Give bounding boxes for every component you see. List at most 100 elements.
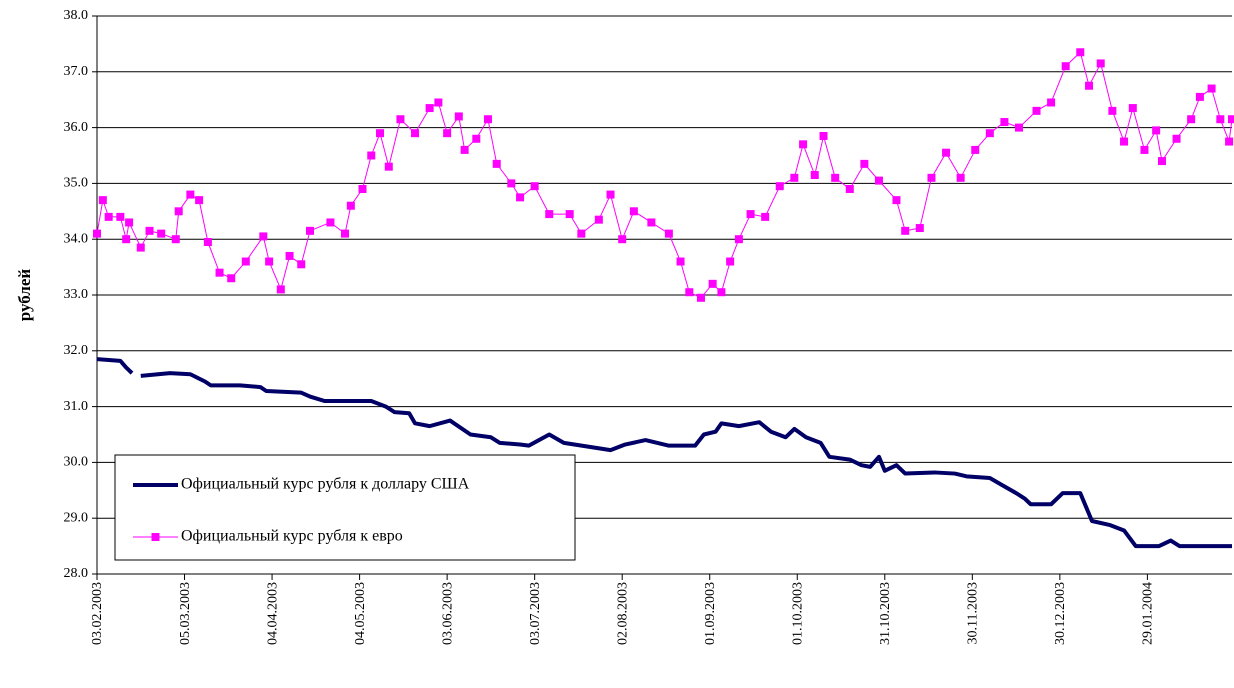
data-point xyxy=(396,115,405,124)
y-tick-label: 35.0 xyxy=(64,176,89,191)
data-point xyxy=(1225,137,1234,146)
y-tick-label: 31.0 xyxy=(64,399,89,414)
data-point xyxy=(483,115,492,124)
data-point xyxy=(985,129,994,138)
data-point xyxy=(594,215,603,224)
data-point xyxy=(136,243,145,252)
data-point xyxy=(116,212,125,221)
data-point xyxy=(174,207,183,216)
y-tick-label: 29.0 xyxy=(64,510,89,525)
data-point xyxy=(1187,115,1196,124)
data-point xyxy=(346,201,355,210)
data-point xyxy=(285,251,294,260)
data-point xyxy=(507,179,516,188)
data-point xyxy=(98,196,107,205)
data-point xyxy=(790,173,799,182)
x-tick-label: 01.09.2003 xyxy=(703,582,718,645)
data-point xyxy=(845,184,854,193)
x-tick-label: 02.08.2003 xyxy=(615,582,630,645)
data-point xyxy=(411,129,420,138)
data-point xyxy=(1047,98,1056,107)
data-point xyxy=(726,257,735,266)
data-point xyxy=(831,173,840,182)
data-point xyxy=(215,268,224,277)
data-point xyxy=(460,145,469,154)
data-point xyxy=(265,257,274,266)
data-point xyxy=(376,129,385,138)
data-point xyxy=(874,176,883,185)
data-point xyxy=(819,131,828,140)
data-point xyxy=(892,196,901,205)
data-point xyxy=(425,104,434,113)
y-tick-label: 32.0 xyxy=(64,343,89,358)
data-point xyxy=(341,229,350,238)
legend-label: Официальный курс рубля к евро xyxy=(181,528,403,545)
data-point xyxy=(746,210,755,219)
data-point xyxy=(734,235,743,244)
y-tick-label: 28.0 xyxy=(64,566,89,581)
data-point xyxy=(1015,123,1024,132)
data-point xyxy=(1128,104,1137,113)
x-tick-label: 05.03.2003 xyxy=(178,582,193,645)
data-point xyxy=(104,212,113,221)
data-point xyxy=(915,224,924,233)
data-point xyxy=(186,190,195,199)
data-point xyxy=(492,159,501,168)
data-point xyxy=(227,274,236,283)
data-point xyxy=(577,229,586,238)
data-point xyxy=(971,145,980,154)
legend-box xyxy=(114,454,576,561)
data-point xyxy=(810,171,819,180)
data-point xyxy=(1076,48,1085,57)
x-tick-label: 03.02.2003 xyxy=(90,582,105,645)
y-axis-label: рублей xyxy=(15,269,34,322)
data-point xyxy=(195,196,204,205)
data-point xyxy=(297,260,306,269)
data-point xyxy=(326,218,335,227)
data-point xyxy=(241,257,250,266)
data-point xyxy=(1085,81,1094,90)
data-point xyxy=(1172,134,1181,143)
data-point xyxy=(901,226,910,235)
data-point xyxy=(276,285,285,294)
data-point xyxy=(1216,115,1225,124)
data-point xyxy=(259,232,268,241)
data-point xyxy=(171,235,180,244)
data-point xyxy=(157,229,166,238)
data-point xyxy=(305,226,314,235)
data-point xyxy=(472,134,481,143)
data-point xyxy=(606,190,615,199)
data-point xyxy=(618,235,627,244)
x-tick-label: 31.10.2003 xyxy=(878,582,893,645)
data-point xyxy=(1061,62,1070,71)
data-point xyxy=(685,288,694,297)
data-point xyxy=(927,173,936,182)
x-tick-label: 30.12.2003 xyxy=(1053,582,1068,645)
y-tick-label: 37.0 xyxy=(64,64,89,79)
data-point xyxy=(367,151,376,160)
data-point xyxy=(203,237,212,246)
legend-label: Официальный курс рубля к доллару США xyxy=(181,476,470,493)
x-tick-label: 30.11.2003 xyxy=(966,582,981,644)
data-point xyxy=(1195,92,1204,101)
data-point xyxy=(1207,84,1216,93)
data-point xyxy=(565,210,574,219)
data-point xyxy=(1108,106,1117,115)
data-point xyxy=(358,184,367,193)
data-point xyxy=(676,257,685,266)
data-point xyxy=(1000,118,1009,127)
data-point xyxy=(775,182,784,191)
data-point xyxy=(516,193,525,202)
y-tick-label: 33.0 xyxy=(64,287,89,302)
data-point xyxy=(1228,115,1234,124)
data-point xyxy=(145,226,154,235)
y-tick-label: 30.0 xyxy=(64,455,89,470)
y-tick-label: 38.0 xyxy=(64,8,89,23)
x-tick-label: 03.07.2003 xyxy=(528,582,543,645)
data-point xyxy=(761,212,770,221)
data-point xyxy=(443,129,452,138)
legend-marker xyxy=(151,533,160,541)
data-point xyxy=(664,229,673,238)
